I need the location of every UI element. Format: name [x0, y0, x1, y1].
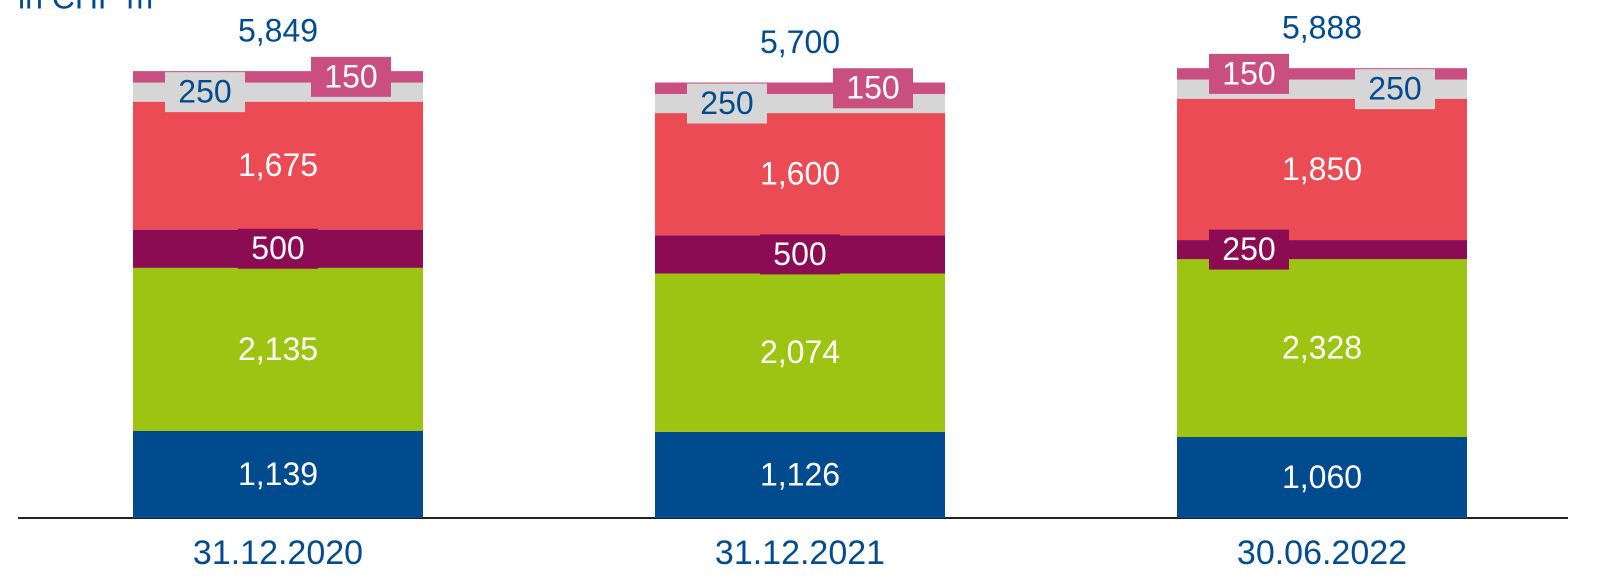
total-label: 5,700 — [760, 24, 840, 60]
value-label: 1,139 — [238, 456, 318, 492]
bar-segment — [1177, 259, 1467, 438]
label-box — [687, 83, 767, 124]
label-box — [311, 56, 391, 97]
label-box — [833, 68, 913, 109]
value-label: 150 — [1222, 55, 1275, 91]
value-label: 1,850 — [1282, 151, 1362, 187]
bar-segment — [655, 273, 945, 432]
label-box — [165, 72, 245, 113]
label-box — [1355, 69, 1435, 110]
value-label: 500 — [251, 230, 304, 266]
bar-segment — [1177, 68, 1467, 80]
bar-segment — [1177, 437, 1467, 518]
x-tick-label: 31.12.2020 — [193, 534, 363, 572]
label-box — [1209, 53, 1289, 94]
value-label: 250 — [1368, 71, 1421, 107]
bar-segment — [1177, 98, 1467, 241]
label-box — [1209, 229, 1289, 270]
value-label: 1,060 — [1282, 459, 1362, 495]
x-tick-label: 30.06.2022 — [1237, 534, 1407, 572]
value-label: 2,135 — [238, 331, 318, 367]
total-label: 5,849 — [238, 13, 318, 49]
value-label: 1,600 — [760, 156, 840, 192]
value-label: 2,074 — [760, 334, 840, 370]
value-label: 250 — [700, 85, 753, 121]
bar-segment — [655, 431, 945, 518]
value-label: 1,126 — [760, 456, 840, 492]
total-label: 5,888 — [1282, 10, 1362, 46]
bar-segment — [133, 101, 423, 230]
value-label: 2,328 — [1282, 330, 1362, 366]
chart-title: in CHF m — [18, 0, 153, 15]
bar-segment — [133, 71, 423, 83]
value-label: 250 — [178, 74, 231, 110]
x-tick-label: 31.12.2021 — [715, 534, 885, 572]
bar-segment — [133, 267, 423, 431]
value-label: 500 — [773, 236, 826, 272]
bar-segment — [133, 430, 423, 518]
value-label: 1,675 — [238, 147, 318, 183]
value-label: 150 — [846, 70, 899, 106]
bar-segment — [655, 82, 945, 94]
value-label: 150 — [324, 58, 377, 94]
bar-segment — [655, 113, 945, 236]
label-box — [760, 234, 840, 275]
label-box — [238, 228, 318, 269]
value-label: 250 — [1222, 231, 1275, 267]
